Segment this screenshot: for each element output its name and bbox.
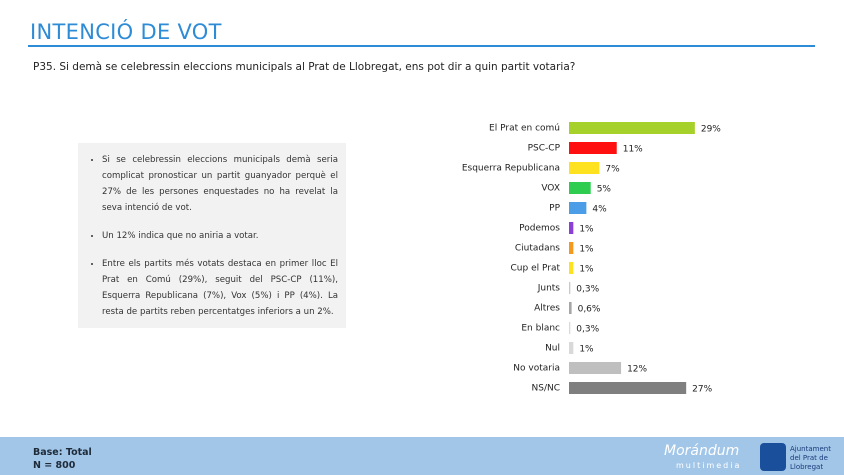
value-label: 1% bbox=[579, 265, 594, 275]
bar bbox=[569, 282, 571, 294]
category-label: PSC-CP bbox=[528, 144, 561, 154]
bar bbox=[569, 242, 574, 254]
note: Un 12% indica que no aniria a votar. bbox=[102, 228, 338, 244]
footer-band bbox=[0, 437, 844, 475]
value-label: 5% bbox=[597, 185, 612, 195]
category-label: Esquerra Republicana bbox=[462, 164, 560, 174]
value-label: 4% bbox=[592, 205, 607, 215]
brand-logo: Morándum bbox=[664, 443, 740, 459]
bar bbox=[569, 262, 574, 274]
value-label: 7% bbox=[605, 165, 620, 175]
bar bbox=[569, 322, 571, 334]
value-label: 27% bbox=[692, 385, 712, 395]
category-label: El Prat en comú bbox=[489, 124, 560, 134]
bar bbox=[569, 342, 574, 354]
category-label: Ciutadans bbox=[515, 244, 560, 254]
notes-list: Si se celebressin eleccions municipals d… bbox=[88, 152, 338, 320]
bar bbox=[569, 222, 574, 234]
note: Si se celebressin eleccions municipals d… bbox=[102, 152, 338, 216]
bar bbox=[569, 362, 622, 374]
bar bbox=[569, 382, 687, 394]
category-label: PP bbox=[549, 204, 560, 214]
category-label: Altres bbox=[534, 304, 560, 314]
sample-size: N = 800 bbox=[33, 460, 76, 471]
category-label: Cup el Prat bbox=[511, 264, 561, 274]
value-label: 0,3% bbox=[576, 325, 599, 335]
bar bbox=[569, 302, 572, 314]
value-label: 1% bbox=[579, 345, 594, 355]
client-logo: Ajuntament del Prat de Llobregat bbox=[790, 445, 831, 471]
category-label: Nul bbox=[545, 344, 560, 354]
bar bbox=[569, 142, 617, 154]
category-label: NS/NC bbox=[532, 384, 561, 394]
note: Entre els partits més votats destaca en … bbox=[102, 256, 338, 320]
value-label: 0,6% bbox=[578, 305, 601, 315]
base-note: Base: Total N = 800 bbox=[33, 446, 92, 472]
category-label: No votaria bbox=[513, 364, 560, 374]
bar bbox=[569, 122, 695, 134]
bar bbox=[569, 202, 587, 214]
value-label: 12% bbox=[627, 365, 647, 375]
bar bbox=[569, 182, 591, 194]
category-label: Junts bbox=[537, 284, 561, 294]
category-label: En blanc bbox=[521, 324, 560, 334]
category-label: Podemos bbox=[519, 224, 560, 234]
value-label: 0,3% bbox=[576, 285, 599, 295]
value-label: 1% bbox=[579, 225, 594, 235]
slide-title: INTENCIÓ DE VOT bbox=[30, 20, 222, 44]
brand-sub: multimedia bbox=[676, 461, 742, 470]
question: P35. Si demà se celebressin eleccions mu… bbox=[33, 61, 576, 73]
value-label: 11% bbox=[623, 145, 643, 155]
value-label: 1% bbox=[579, 245, 594, 255]
base: Base: Total bbox=[33, 447, 92, 458]
title-rule bbox=[28, 45, 815, 47]
category-label: VOX bbox=[541, 184, 560, 194]
bar bbox=[569, 162, 600, 174]
notes-box: Si se celebressin eleccions municipals d… bbox=[78, 143, 346, 328]
value-label: 29% bbox=[701, 125, 721, 135]
client-shield bbox=[760, 443, 786, 471]
